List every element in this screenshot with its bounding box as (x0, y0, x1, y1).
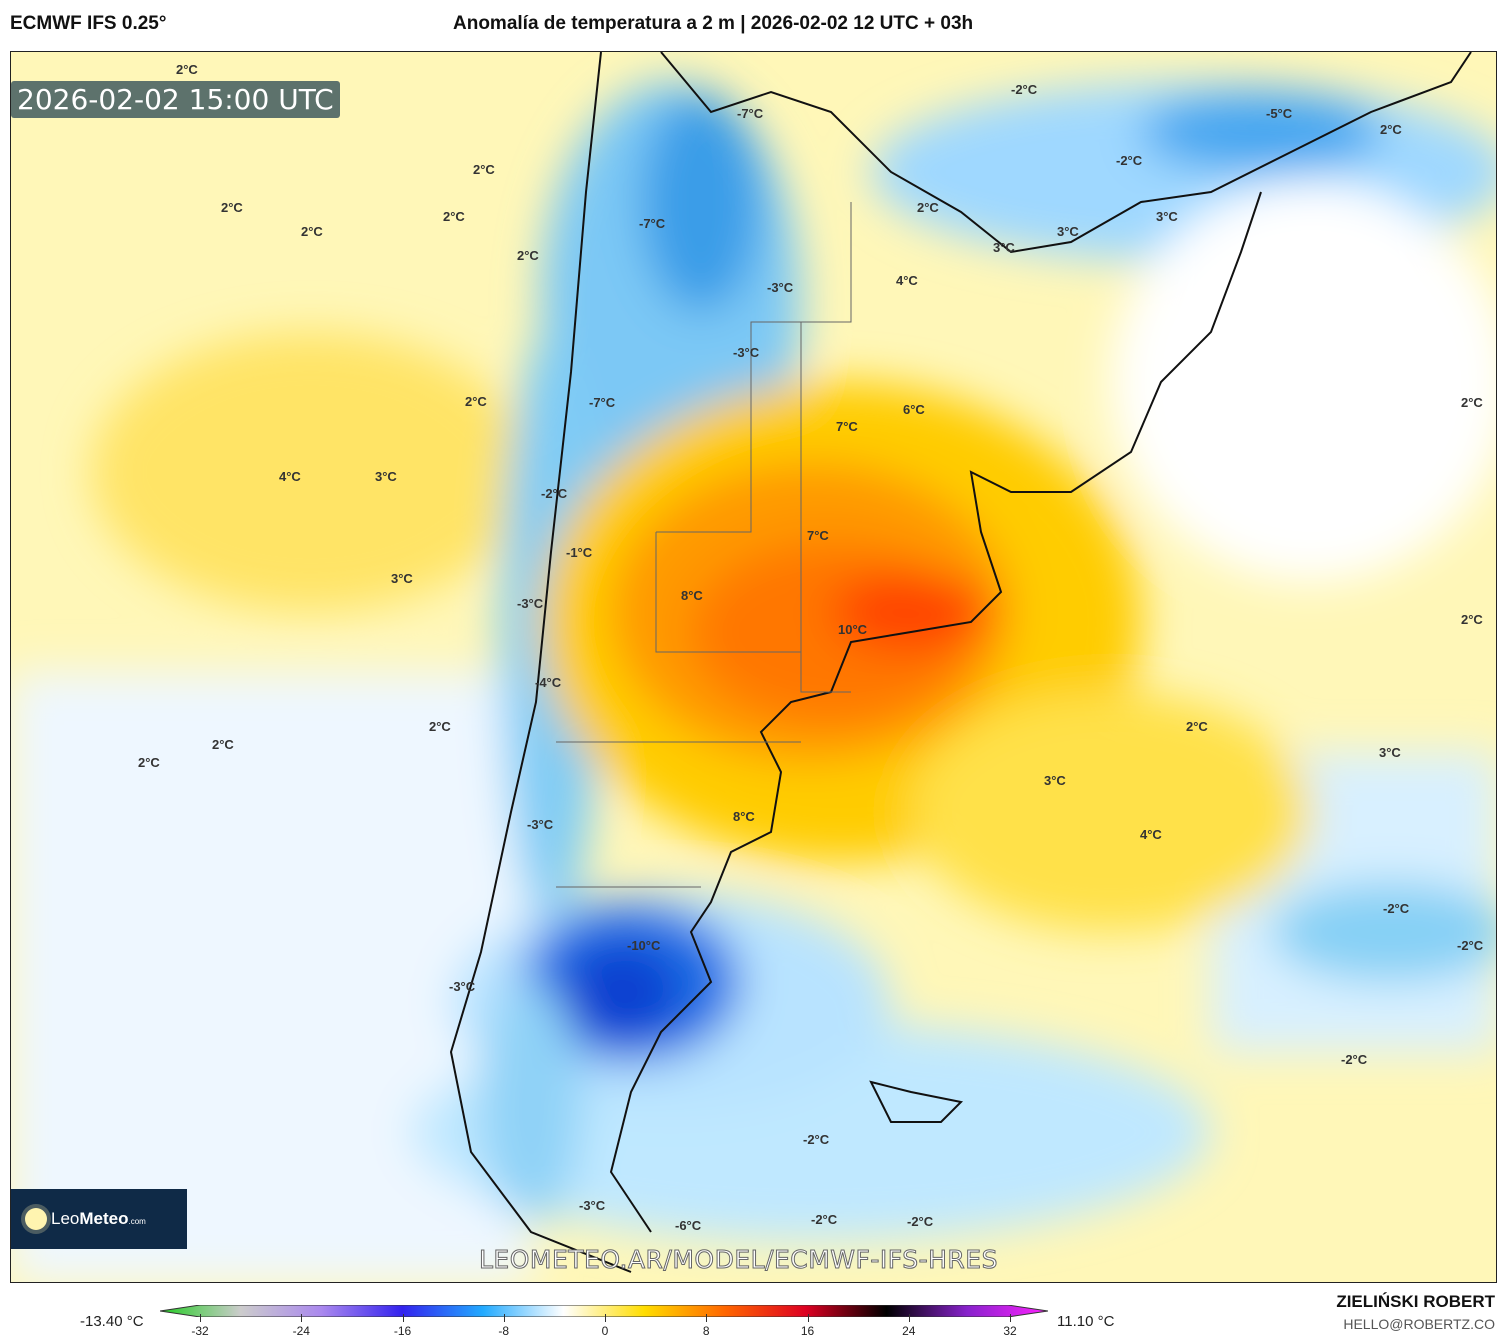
logo-text: LeoMeteo.com (51, 1209, 146, 1228)
colorbar-tick (807, 1314, 809, 1322)
contour-label: 4°C (279, 469, 301, 484)
contour-label: 2°C (138, 755, 160, 770)
colorbar-min-label: -13.40 °C (80, 1313, 144, 1330)
contour-label: 7°C (807, 528, 829, 543)
contour-label: 2°C (176, 62, 198, 77)
contour-label: -1°C (566, 545, 593, 560)
colorbar-tick (503, 1314, 505, 1322)
chart-title: Anomalía de temperatura a 2 m | 2026-02-… (453, 13, 974, 34)
colorbar-tick-label: 0 (601, 1324, 609, 1338)
contour-label: 3°C (391, 571, 413, 586)
contour-label: 2°C (212, 737, 234, 752)
contour-label: -2°C (541, 486, 568, 501)
contour-label: 7°C (836, 419, 858, 434)
colorbar-tick (908, 1314, 910, 1322)
colorbar (159, 1302, 1049, 1318)
contour-label: 4°C (896, 273, 918, 288)
colorbar-tick-label: 24 (902, 1324, 916, 1338)
author-name: ZIELIŃSKI ROBERT (1336, 1292, 1495, 1311)
colorbar-max-label: 11.10 °C (1057, 1313, 1115, 1330)
contour-label: -2°C (1457, 938, 1484, 953)
contour-label: 2°C (917, 200, 939, 215)
contour-label: 2°C (1461, 395, 1483, 410)
colorbar-tick (1010, 1314, 1011, 1322)
contour-label: 3°C (1057, 224, 1079, 239)
temperature-anomaly-map[interactable]: 2026-02-02 15:00 UTC 2°C 2°C 2°C 2°C 2°C 2°C -… (10, 51, 1497, 1283)
contour-label: 8°C (733, 809, 755, 824)
contour-label: -2°C (803, 1132, 830, 1147)
contour-label: -2°C (1383, 901, 1410, 916)
contour-label: 2°C (443, 209, 465, 224)
contour-label: -3°C (579, 1198, 606, 1213)
contour-label: -3°C (517, 596, 544, 611)
contour-label: -3°C (449, 979, 476, 994)
colorbar-tick (706, 1314, 708, 1322)
contour-label: 8°C (681, 588, 703, 603)
contour-label: 4°C (1140, 827, 1162, 842)
sun-icon (25, 1208, 47, 1230)
colorbar-tick-label: -16 (393, 1324, 412, 1338)
contour-label: 3°C (1379, 745, 1401, 760)
colorbar-tick-label: 8 (702, 1324, 710, 1338)
contour-label: -2°C (907, 1214, 934, 1229)
contour-label: 2°C (301, 224, 323, 239)
contour-label: 2°C (1380, 122, 1402, 137)
contour-label: -2°C (1011, 82, 1038, 97)
contour-label: -10°C (627, 938, 661, 953)
colorbar-tick-label: -8 (498, 1324, 510, 1338)
contour-label: 3°C (993, 240, 1015, 255)
colorbar-tick (605, 1314, 606, 1322)
colorbar-tick (200, 1314, 201, 1322)
contour-label: -4°C (535, 675, 562, 690)
contour-label: -2°C (1116, 153, 1143, 168)
contour-label: 3°C (1044, 773, 1066, 788)
contour-label: 2°C (465, 394, 487, 409)
colorbar-gradient (159, 1304, 1049, 1318)
contour-label: 2°C (1186, 719, 1208, 734)
leometeo-logo[interactable]: LeoMeteo.com (11, 1189, 187, 1249)
contour-label: 3°C (375, 469, 397, 484)
contour-label: 2°C (221, 200, 243, 215)
contour-label: 2°C (429, 719, 451, 734)
contour-label: 2°C (1461, 612, 1483, 627)
anomaly-field (11, 52, 1496, 1282)
contour-label: 2°C (473, 162, 495, 177)
colorbar-tick-label: 16 (800, 1324, 815, 1338)
contour-label: -3°C (767, 280, 794, 295)
colorbar-tick-label: -24 (292, 1324, 310, 1338)
contour-label: -3°C (733, 345, 760, 360)
colorbar-tick-label: -32 (191, 1324, 209, 1338)
model-name: ECMWF IFS 0.25° (10, 13, 167, 34)
contour-label: 3°C (1156, 209, 1178, 224)
colorbar-tick-label: 32 (1003, 1324, 1017, 1338)
contour-label: -2°C (1341, 1052, 1368, 1067)
colorbar-tick (301, 1314, 303, 1322)
contour-label: -7°C (737, 106, 764, 121)
author-email[interactable]: HELLO@ROBERTZ.CO (1343, 1316, 1495, 1332)
contour-label: 6°C (903, 402, 925, 417)
contour-label: 10°C (838, 622, 868, 637)
watermark-url: LEOMETEO.AR/MODEL/ECMWF-IFS-HRES (479, 1245, 998, 1275)
contour-label: -7°C (639, 216, 666, 231)
contour-label: -3°C (527, 817, 554, 832)
contour-label: 2°C (517, 248, 539, 263)
contour-label: -2°C (811, 1212, 838, 1227)
colorbar-tick (402, 1314, 404, 1322)
contour-label: -7°C (589, 395, 616, 410)
contour-label: -6°C (675, 1218, 702, 1233)
valid-time-badge: 2026-02-02 15:00 UTC (11, 81, 340, 118)
contour-label: -5°C (1266, 106, 1293, 121)
